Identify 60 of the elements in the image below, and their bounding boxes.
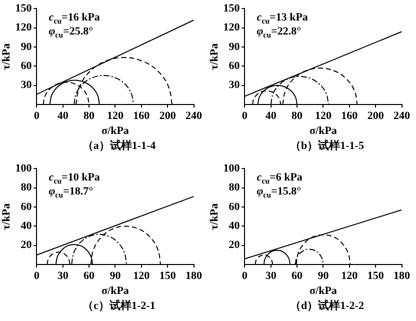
y-axis-title: τ/kPa [0,202,12,230]
x-tick-label: 120 [106,110,124,122]
y-tick-label: 100 [15,162,32,174]
x-tick-label: 90 [110,270,122,282]
x-tick-label: 40 [265,110,277,122]
x-tick-label: 200 [159,110,176,122]
x-tick-label: 60 [84,270,96,282]
x-axis-title: σ/kPa [310,125,338,138]
y-tick-label: 60 [20,200,32,213]
x-tick-label: 0 [34,110,40,122]
y-axis-title: τ/kPa [0,42,12,70]
y-tick-label: 150 [15,2,32,14]
x-tick-label: 150 [367,270,384,282]
x-tick-label: 160 [341,110,358,122]
x-tick-label: 200 [367,110,384,122]
y-tick-label: 120 [223,22,240,34]
y-axis-title: τ/kPa [208,42,220,70]
y-tick-label: 20 [228,239,240,252]
text: （b）试样1-1-5 [289,138,365,154]
y-tick-label: 80 [20,182,32,194]
text: （a）试样1-1-4 [81,138,157,154]
y-tick-label: 60 [20,60,32,72]
x-tick-label: 60 [292,270,304,282]
y-tick-label: 100 [223,162,240,174]
x-tick-label: 120 [341,270,358,282]
x-tick-label: 40 [57,110,69,122]
y-tick-label: 80 [228,182,240,194]
x-tick-label: 120 [133,270,150,282]
y-tick-label: 20 [20,239,32,252]
x-axis-title: σ/kPa [310,285,338,298]
text: （c）试样1-2-1 [82,298,156,314]
y-tick-label: 30 [20,79,32,92]
x-tick-label: 160 [133,110,150,122]
y-tick-label: 40 [228,220,240,232]
x-tick-label: 80 [84,110,96,122]
x-tick-label: 180 [394,270,410,282]
x-tick-label: 80 [292,110,304,122]
x-tick-label: 240 [394,110,410,122]
y-tick-label: 150 [223,2,240,14]
y-axis-title: τ/kPa [208,202,220,230]
x-tick-label: 240 [186,110,202,122]
y-tick-label: 90 [228,40,240,53]
y-tick-label: 120 [15,22,32,34]
x-tick-label: 150 [159,270,176,282]
y-tick-label: 60 [228,200,240,213]
x-axis-title: σ/kPa [102,125,130,138]
y-tick-label: 60 [228,60,240,72]
x-tick-label: 30 [265,270,277,282]
x-tick-label: 90 [318,270,330,282]
x-tick-label: 0 [242,270,248,282]
x-tick-label: 0 [242,110,248,122]
x-tick-label: 0 [34,270,40,282]
x-tick-label: 120 [314,110,332,122]
x-tick-label: 180 [186,270,202,282]
x-axis-title: σ/kPa [102,285,130,298]
y-tick-label: 40 [20,220,32,232]
y-tick-label: 30 [228,79,240,92]
y-tick-label: 90 [20,40,32,53]
text: （d）试样1-2-2 [289,298,365,314]
x-tick-label: 30 [57,270,69,282]
